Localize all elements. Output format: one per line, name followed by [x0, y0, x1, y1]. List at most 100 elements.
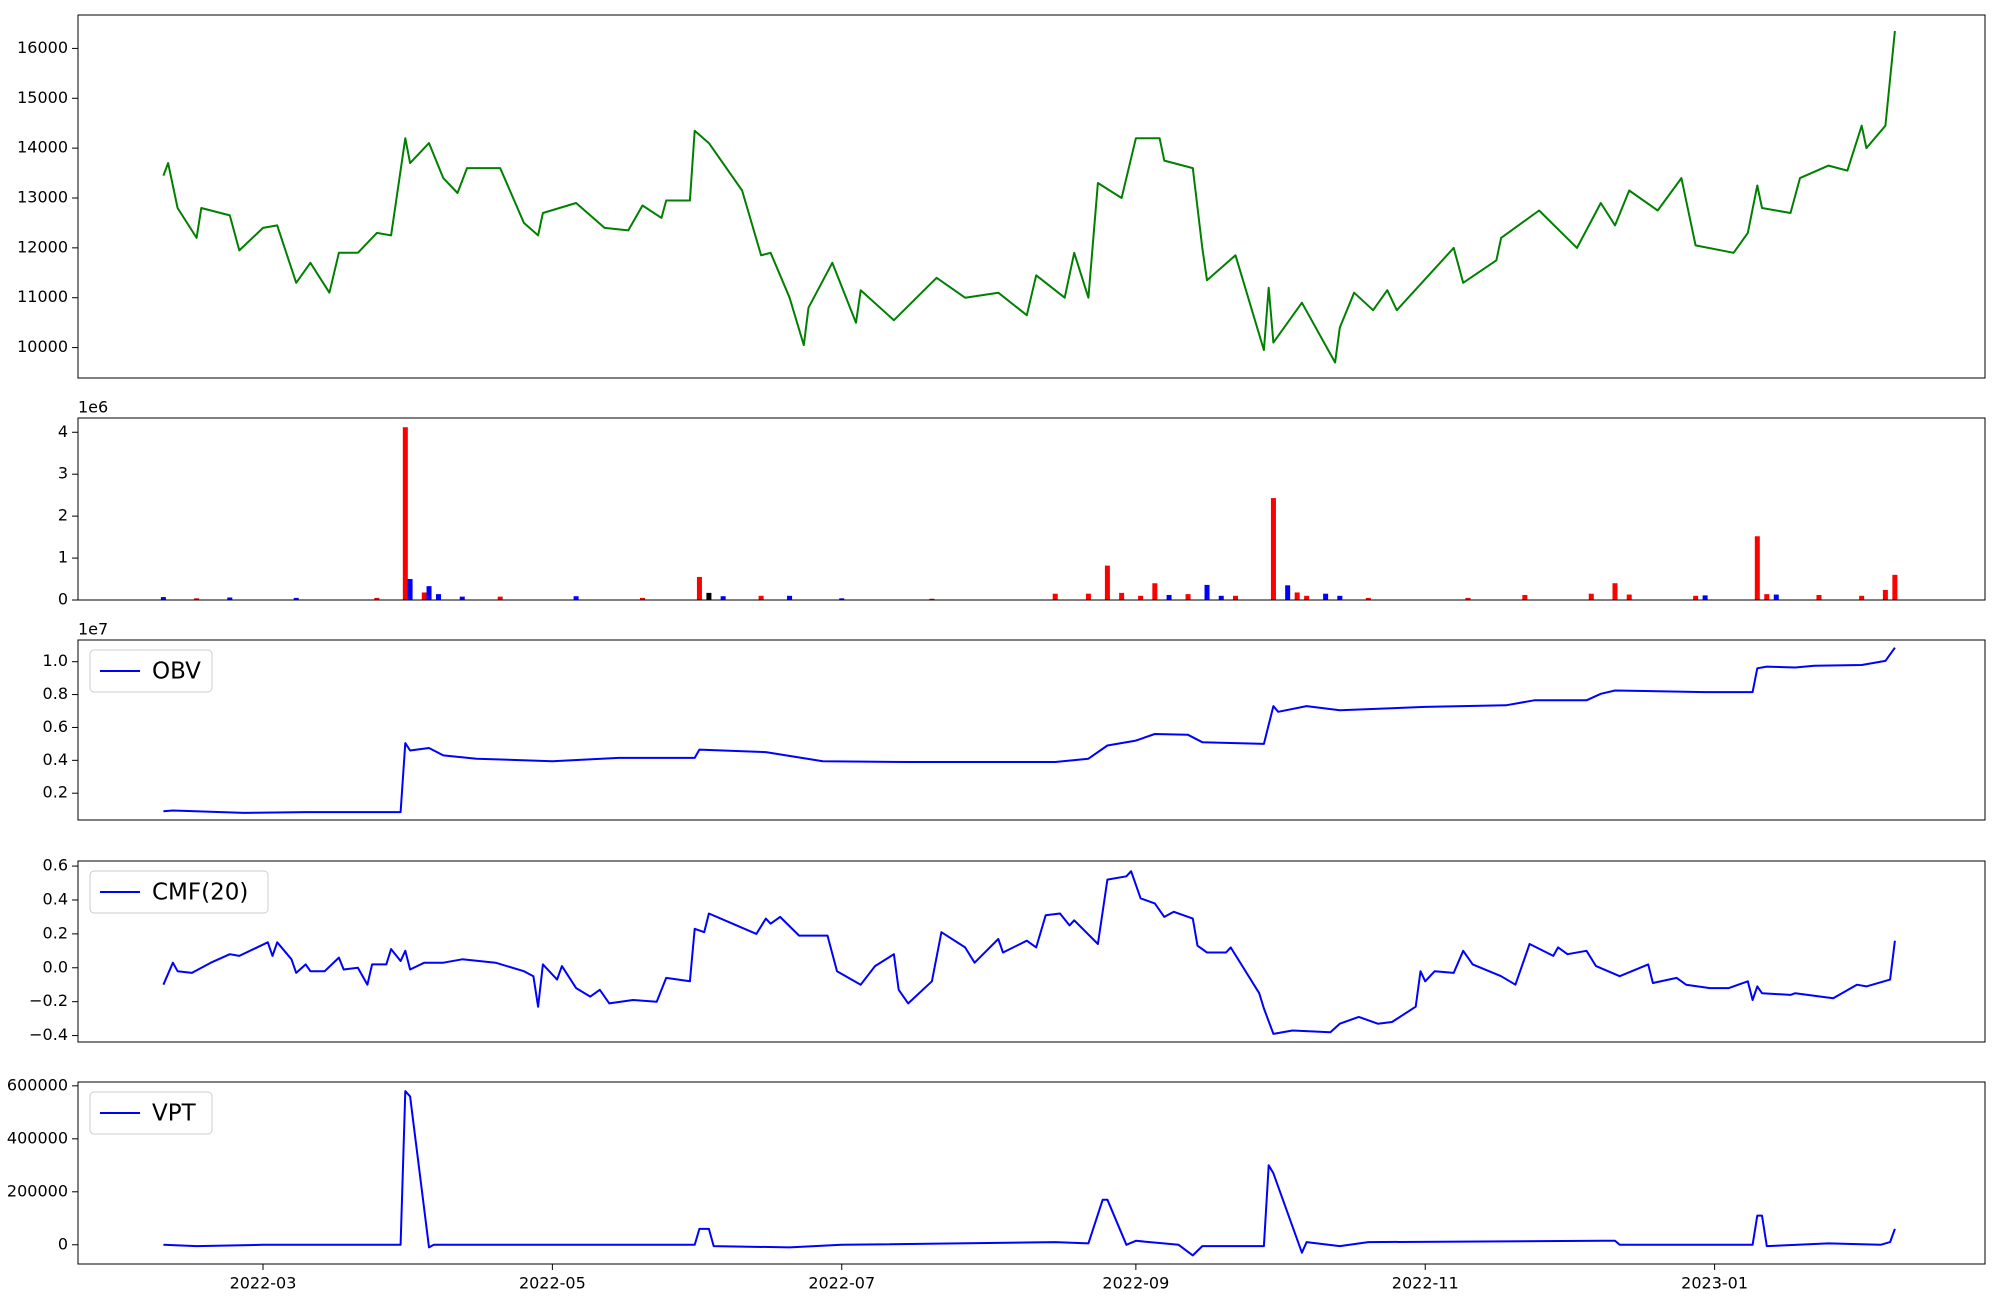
volume-bar — [706, 592, 712, 600]
volume-bar — [227, 597, 233, 600]
volume-bar — [787, 595, 793, 600]
volume-bar — [1773, 594, 1779, 600]
y-tick-label: 0.8 — [43, 684, 68, 703]
y-tick-label: 0 — [58, 1234, 68, 1253]
volume-bar — [1465, 597, 1471, 600]
y-tick-label: 12000 — [17, 237, 68, 256]
x-tick-label: 2022-09 — [1102, 1274, 1169, 1293]
y-tick-label: 10000 — [17, 337, 68, 356]
volume-bar — [1138, 595, 1144, 600]
y-tick-label: 2 — [58, 506, 68, 525]
y-tick-label: 0.2 — [43, 783, 68, 802]
x-tick-label: 2022-07 — [808, 1274, 875, 1293]
volume-bar — [1119, 592, 1125, 600]
volume-bar — [839, 598, 845, 600]
volume-bar — [696, 576, 702, 600]
volume-bar — [1522, 594, 1528, 600]
y-tick-label: 16000 — [17, 38, 68, 57]
volume-bar — [1294, 592, 1300, 600]
volume-bar — [1304, 595, 1310, 600]
volume-bar — [436, 594, 442, 600]
y-tick-label: −0.4 — [29, 1025, 68, 1044]
axes-frame — [77, 860, 1986, 1043]
y-tick-label: 600000 — [7, 1075, 68, 1094]
series-line — [162, 870, 1896, 1035]
volume-bar — [1626, 594, 1632, 600]
volume-bar — [1588, 593, 1594, 600]
offset-label: 1e6 — [78, 398, 108, 417]
volume-bar — [929, 598, 935, 600]
volume-bar — [497, 596, 503, 600]
volume-bar — [573, 596, 579, 600]
volume-bar — [1612, 583, 1618, 600]
y-tick-label: 1.0 — [43, 651, 68, 670]
volume-bar — [1152, 583, 1158, 600]
volume-bar — [1104, 565, 1110, 600]
offset-label: 1e7 — [78, 620, 108, 639]
y-tick-label: 13000 — [17, 187, 68, 206]
y-tick-label: 0.2 — [43, 923, 68, 942]
volume-bar — [1085, 593, 1091, 600]
volume-bar — [1270, 498, 1276, 600]
volume-bar — [402, 427, 408, 600]
volume-bar — [1859, 595, 1865, 600]
volume-bar — [1892, 574, 1898, 600]
series-line — [163, 647, 1896, 814]
volume-bar — [1052, 593, 1058, 600]
y-tick-label: 0.4 — [43, 750, 68, 769]
y-tick-label: 1 — [58, 548, 68, 567]
x-tick-label: 2022-11 — [1392, 1274, 1459, 1293]
y-tick-label: 0.6 — [43, 717, 68, 736]
volume-bar — [640, 597, 646, 600]
series-line — [162, 30, 1896, 364]
legend-label: OBV — [152, 659, 201, 685]
volume-bar — [1204, 584, 1210, 600]
volume-bar — [1365, 597, 1371, 600]
volume-bar — [1693, 595, 1699, 600]
volume-bar — [1337, 595, 1343, 600]
axes-frame — [77, 1081, 1986, 1265]
legend-box — [89, 649, 213, 693]
axes-frame — [77, 417, 1986, 601]
volume-bar — [1702, 595, 1708, 600]
y-tick-label: 200000 — [7, 1181, 68, 1200]
volume-bar — [1754, 536, 1760, 600]
volume-bar — [1882, 589, 1888, 600]
volume-bar — [407, 579, 413, 600]
y-tick-label: 15000 — [17, 88, 68, 107]
legend-box — [89, 1091, 213, 1135]
volume-bar — [1816, 594, 1822, 600]
volume-bar — [720, 596, 726, 600]
volume-bar — [1285, 585, 1291, 600]
volume-bar — [1323, 593, 1329, 600]
volume-bar — [459, 596, 465, 600]
volume-bar — [421, 592, 427, 600]
volume-bar — [160, 597, 166, 600]
volume-bar — [758, 595, 764, 600]
volume-bar — [426, 586, 432, 600]
y-tick-label: 11000 — [17, 287, 68, 306]
y-tick-label: 400000 — [7, 1128, 68, 1147]
y-tick-label: 0.0 — [43, 957, 68, 976]
volume-bar — [1218, 595, 1224, 600]
axes-frame — [77, 639, 1986, 821]
x-tick-label: 2022-03 — [230, 1274, 297, 1293]
y-tick-label: 0.4 — [43, 889, 68, 908]
legend-label: VPT — [152, 1101, 197, 1127]
legend-label: CMF(20) — [152, 880, 248, 906]
y-tick-label: 0.6 — [43, 856, 68, 875]
volume-bar — [1185, 594, 1191, 600]
volume-bar — [293, 597, 299, 600]
y-tick-label: 4 — [58, 422, 68, 441]
legend-box — [89, 870, 269, 914]
volume-bar — [374, 597, 380, 600]
volume-bar — [1232, 595, 1238, 600]
volume-bar — [194, 598, 200, 600]
volume-bar — [1166, 594, 1172, 600]
x-tick-label: 2022-05 — [519, 1274, 586, 1293]
y-tick-label: −0.2 — [29, 991, 68, 1010]
y-tick-label: 14000 — [17, 138, 68, 157]
x-tick-label: 2023-01 — [1681, 1274, 1748, 1293]
axes-frame — [77, 14, 1986, 379]
